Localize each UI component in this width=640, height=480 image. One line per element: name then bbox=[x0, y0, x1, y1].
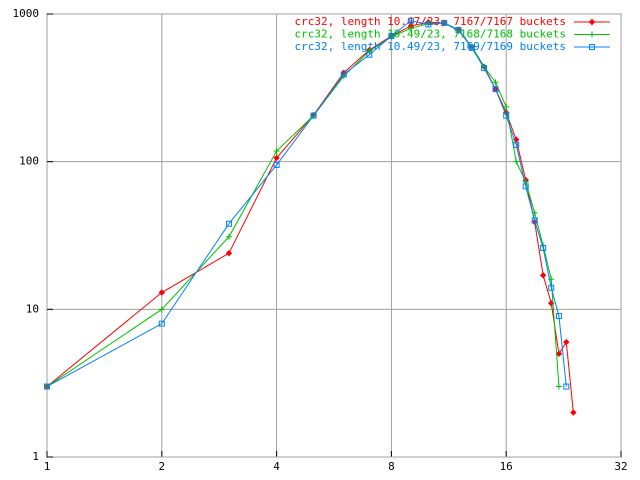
point bbox=[273, 154, 280, 162]
x-tick-label: 1 bbox=[44, 460, 51, 473]
point bbox=[158, 306, 165, 313]
point bbox=[273, 161, 280, 168]
point bbox=[522, 183, 529, 190]
x-tick-label: 4 bbox=[273, 460, 280, 473]
point bbox=[366, 51, 373, 58]
point bbox=[310, 112, 317, 119]
point bbox=[366, 48, 373, 55]
point bbox=[589, 31, 595, 38]
point bbox=[563, 383, 570, 390]
point bbox=[589, 44, 595, 50]
series-line bbox=[46, 20, 567, 387]
y-tick-label: 10 bbox=[26, 302, 39, 315]
y-tick-label: 1 bbox=[32, 450, 39, 463]
y-tick-label: 1000 bbox=[13, 7, 40, 20]
point bbox=[555, 350, 563, 357]
point bbox=[503, 112, 510, 119]
point bbox=[548, 284, 555, 291]
point bbox=[407, 25, 414, 32]
series-line bbox=[46, 22, 560, 387]
x-tick-label: 16 bbox=[500, 460, 513, 473]
point bbox=[481, 65, 488, 72]
legend-label: crc32, length 10.49/23, 7169/7169 bucket… bbox=[294, 40, 566, 53]
point bbox=[225, 249, 233, 257]
point bbox=[540, 245, 547, 252]
point bbox=[513, 141, 520, 148]
point bbox=[388, 32, 395, 39]
point bbox=[492, 79, 499, 86]
point bbox=[441, 19, 448, 26]
point bbox=[563, 338, 570, 346]
point bbox=[539, 272, 547, 279]
point bbox=[340, 71, 347, 78]
plot-frame bbox=[46, 13, 622, 458]
legend-label: crc32, length 10.49/23, 7168/7168 bucket… bbox=[294, 28, 566, 41]
point bbox=[158, 289, 166, 296]
y-tick-label: 100 bbox=[19, 155, 39, 168]
point bbox=[225, 220, 232, 227]
point bbox=[225, 233, 232, 240]
point bbox=[570, 409, 577, 416]
point bbox=[531, 217, 538, 224]
point bbox=[425, 21, 432, 28]
point bbox=[503, 103, 510, 110]
point bbox=[455, 26, 462, 33]
point bbox=[468, 44, 475, 51]
x-tick-label: 2 bbox=[158, 460, 165, 473]
x-tick-label: 32 bbox=[614, 460, 627, 473]
point bbox=[44, 383, 50, 390]
point bbox=[555, 383, 562, 390]
point bbox=[492, 86, 499, 93]
point bbox=[555, 313, 562, 320]
point bbox=[158, 320, 165, 327]
point bbox=[407, 17, 414, 24]
point bbox=[513, 158, 520, 165]
x-tick-label: 8 bbox=[388, 460, 395, 473]
point bbox=[588, 18, 596, 26]
point bbox=[273, 148, 280, 155]
